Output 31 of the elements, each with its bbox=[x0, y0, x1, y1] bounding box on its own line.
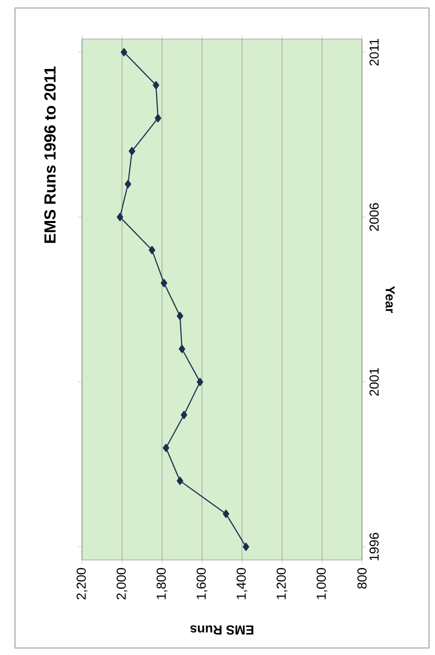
point bbox=[116, 212, 124, 222]
x-tick-label: 1,600 bbox=[196, 568, 208, 600]
point bbox=[176, 476, 184, 486]
point bbox=[176, 312, 184, 320]
point bbox=[160, 278, 168, 288]
x-tick-label: 1,200 bbox=[276, 568, 288, 600]
point bbox=[242, 542, 250, 551]
point bbox=[178, 344, 186, 354]
text: EMS Runs 1996 to 2011 bbox=[44, 66, 56, 243]
y-tick-label: 2006 bbox=[370, 203, 379, 231]
point bbox=[222, 510, 230, 518]
point bbox=[148, 246, 156, 254]
point bbox=[124, 180, 132, 188]
y-tick-label: 1996 bbox=[370, 532, 379, 560]
point bbox=[120, 48, 128, 56]
x-tick-label: 1,400 bbox=[236, 568, 248, 600]
y-tick-label: 2001 bbox=[370, 368, 379, 396]
point bbox=[154, 114, 162, 122]
x-tick-label: 2,000 bbox=[116, 568, 128, 600]
point bbox=[196, 378, 204, 386]
point bbox=[180, 410, 188, 420]
x-tick-label: 2,200 bbox=[76, 568, 88, 600]
point bbox=[162, 444, 170, 452]
x-tick-label: 1,800 bbox=[156, 568, 168, 600]
point bbox=[152, 81, 160, 90]
y-tick-label: 2011 bbox=[370, 38, 379, 66]
y-axis-title: Year bbox=[386, 286, 395, 314]
x-axis-title: EMS Runs bbox=[190, 625, 254, 635]
point bbox=[128, 146, 136, 156]
x-tick-label: 1,000 bbox=[316, 568, 328, 600]
x-tick-label: 800 bbox=[357, 568, 367, 589]
